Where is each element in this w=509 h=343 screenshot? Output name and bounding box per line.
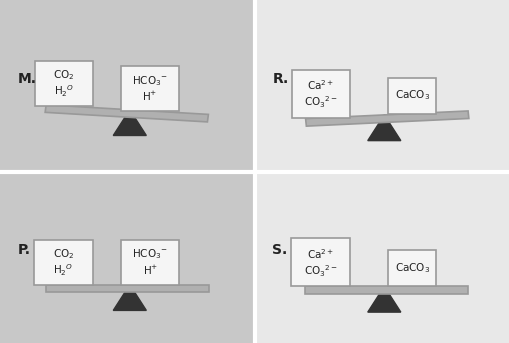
Polygon shape [113,110,146,135]
Text: HCO$_{3}$$^{-}$: HCO$_{3}$$^{-}$ [132,74,168,87]
Polygon shape [367,286,401,312]
Text: H$_{2}$$^{O}$: H$_{2}$$^{O}$ [53,263,74,278]
Bar [292,70,350,118]
Bar [121,240,179,285]
Bar [0,0,254,343]
Bar [388,78,436,114]
Polygon shape [367,115,401,141]
Bar [388,250,436,286]
Text: H$^{+}$: H$^{+}$ [143,264,158,277]
Text: HCO$_{3}$$^{-}$: HCO$_{3}$$^{-}$ [132,247,168,261]
Text: CO$_{3}$$^{2-}$: CO$_{3}$$^{2-}$ [304,95,338,110]
Text: CaCO$_{3}$: CaCO$_{3}$ [394,89,430,103]
Text: Ca$^{2+}$: Ca$^{2+}$ [307,78,334,92]
Bar [46,285,209,292]
Bar [45,105,208,122]
Bar [291,238,350,286]
Text: P.: P. [18,244,31,257]
Text: CO$_{2}$: CO$_{2}$ [53,69,74,82]
Text: CaCO$_{3}$: CaCO$_{3}$ [394,261,430,275]
Text: M.: M. [18,72,37,86]
Bar [254,0,509,343]
Text: S.: S. [272,244,288,257]
Bar [121,66,179,111]
Text: H$^{+}$: H$^{+}$ [143,90,158,103]
Bar [305,286,468,294]
Text: Ca$^{2+}$: Ca$^{2+}$ [307,247,334,261]
Bar [35,240,93,285]
Bar [305,111,469,126]
Text: H$_{2}$$^{O}$: H$_{2}$$^{O}$ [54,84,74,99]
Text: CO$_{3}$$^{2-}$: CO$_{3}$$^{2-}$ [304,263,337,279]
Polygon shape [113,285,146,310]
Bar [35,61,93,106]
Text: CO$_{2}$: CO$_{2}$ [53,247,74,261]
Text: R.: R. [272,72,289,86]
